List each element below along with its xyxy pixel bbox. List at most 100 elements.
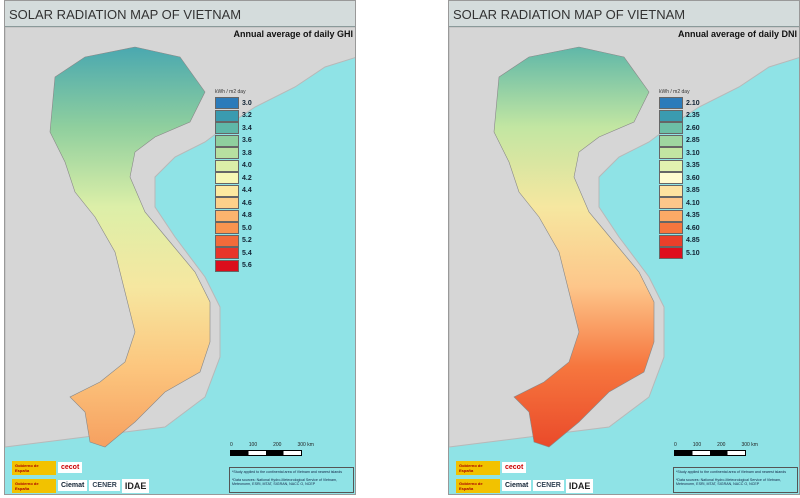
legend-swatch <box>659 147 683 160</box>
logo-ciemat: Ciemat <box>58 480 88 492</box>
legend-item: 3.6 <box>215 134 252 148</box>
dni-map-panel: SOLAR RADIATION MAP OF VIETNAM Annual av… <box>448 0 800 495</box>
legend-item: 4.6 <box>215 197 252 210</box>
legend-swatch <box>215 222 239 235</box>
map-graphic <box>449 27 799 448</box>
legend-value: 2.10 <box>686 99 700 107</box>
map-subtitle: Annual average of daily GHI <box>233 29 353 39</box>
legend-swatch <box>659 122 683 135</box>
scale-label: 300 km <box>741 442 758 448</box>
legend-swatch <box>659 209 683 222</box>
logo-spain: Gobierno de España <box>12 478 56 493</box>
map-title: SOLAR RADIATION MAP OF VIETNAM <box>449 1 799 27</box>
scale-label: 100 <box>248 442 258 448</box>
scale-bar-graphic <box>230 450 302 456</box>
legend: kWh / m2 day 3.0 3.2 3.4 3.6 3.8 4.0 4.2 4.4 4.6 4… <box>215 89 252 272</box>
scale-bar: 0 100 200 300 km <box>674 442 758 456</box>
legend-value: 5.0 <box>242 224 252 232</box>
legend-swatch <box>659 184 683 197</box>
legend-swatch <box>215 97 239 110</box>
sponsor-logos: Gobierno de España cecot Gobierno de Espa… <box>455 459 594 494</box>
sponsor-logos: Gobierno de España cecot Gobierno de Espa… <box>11 459 150 494</box>
map-title: SOLAR RADIATION MAP OF VIETNAM <box>5 1 355 27</box>
legend-swatch <box>215 234 239 247</box>
legend-swatch <box>659 97 683 110</box>
logo-idae: IDAE <box>565 478 594 493</box>
footnote: *Data sources: National Hydro-Meteorolog… <box>232 478 337 486</box>
legend-value: 5.10 <box>686 249 700 257</box>
legend-value: 4.8 <box>242 212 252 220</box>
legend: kWh / m2 day 2.10 2.35 2.60 2.85 3.10 3.35 3.60… <box>659 89 700 260</box>
logo-cecot: cecot <box>58 462 83 474</box>
legend-swatch <box>215 259 239 272</box>
legend-item: 5.6 <box>215 259 252 273</box>
scale-bar: 0 100 200 300 km <box>230 442 314 456</box>
legend-value: 4.60 <box>686 224 700 232</box>
legend-value: 5.2 <box>242 237 252 245</box>
legend-item: 4.85 <box>659 234 700 248</box>
legend-swatch <box>659 247 683 260</box>
legend-item: 5.0 <box>215 222 252 235</box>
legend-swatch <box>215 109 239 122</box>
map-subtitle: Annual average of daily DNI <box>677 29 797 39</box>
legend-swatch <box>215 147 239 160</box>
legend-value: 2.35 <box>686 112 700 120</box>
logo-cecot: cecot <box>502 462 527 474</box>
legend-item: 4.10 <box>659 197 700 210</box>
legend-value: 3.35 <box>686 162 700 170</box>
legend-item: 3.8 <box>215 147 252 160</box>
legend-item: 5.10 <box>659 247 700 260</box>
legend-item: 3.4 <box>215 122 252 135</box>
legend-item: 2.35 <box>659 109 700 123</box>
legend-value: 5.6 <box>242 262 252 270</box>
scale-label: 200 <box>717 442 726 448</box>
footnotes: *Study applied to the continental area o… <box>229 467 354 493</box>
ghi-map-panel: SOLAR RADIATION MAP OF VIETNAM Annual av… <box>4 0 356 495</box>
scale-label: 0 <box>230 442 233 448</box>
legend-item: 4.8 <box>215 209 252 223</box>
legend-swatch <box>659 197 683 210</box>
footnote: *Study applied to the continental area o… <box>232 470 343 474</box>
logo-cener: CENER <box>89 480 120 492</box>
legend-value: 2.60 <box>686 124 700 132</box>
vietnam <box>493 46 655 448</box>
legend-swatch <box>215 247 239 260</box>
legend-item: 2.10 <box>659 97 700 110</box>
legend-swatch <box>659 134 683 147</box>
legend-value: 3.2 <box>242 112 252 120</box>
logo-spain: Gobierno de España <box>12 460 56 475</box>
legend-unit: kWh / m2 day <box>659 89 690 95</box>
vietnam <box>49 46 211 448</box>
footnotes: *Study applied to the continental area o… <box>673 467 798 493</box>
scale-label: 200 <box>273 442 282 448</box>
logo-cener: CENER <box>533 480 564 492</box>
legend-value: 4.0 <box>242 162 252 170</box>
legend-item: 3.10 <box>659 147 700 160</box>
logo-spain: Gobierno de España <box>456 460 500 475</box>
map-graphic <box>5 27 355 448</box>
legend-value: 4.4 <box>242 187 252 195</box>
legend-item: 2.85 <box>659 134 700 148</box>
legend-swatch <box>215 184 239 197</box>
scale-label: 0 <box>674 442 677 448</box>
legend-value: 3.8 <box>242 149 252 157</box>
legend-swatch <box>659 172 683 185</box>
legend-swatch <box>215 209 239 222</box>
legend-value: 4.2 <box>242 174 252 182</box>
legend-swatch <box>659 222 683 235</box>
logo-spain: Gobierno de España <box>456 478 500 493</box>
footnote: *Data sources: National Hydro-Meteorolog… <box>676 478 781 486</box>
legend-item: 3.85 <box>659 184 700 198</box>
legend-swatch <box>215 159 239 172</box>
legend-value: 4.85 <box>686 237 700 245</box>
legend-value: 3.60 <box>686 174 700 182</box>
legend-item: 3.35 <box>659 159 700 173</box>
legend-item: 4.0 <box>215 159 252 173</box>
legend-item: 3.2 <box>215 109 252 123</box>
legend-unit: kWh / m2 day <box>215 89 246 95</box>
legend-item: 4.35 <box>659 209 700 223</box>
legend-item: 3.0 <box>215 97 252 110</box>
legend-swatch <box>215 172 239 185</box>
legend-swatch <box>659 159 683 172</box>
logo-ciemat: Ciemat <box>502 480 532 492</box>
